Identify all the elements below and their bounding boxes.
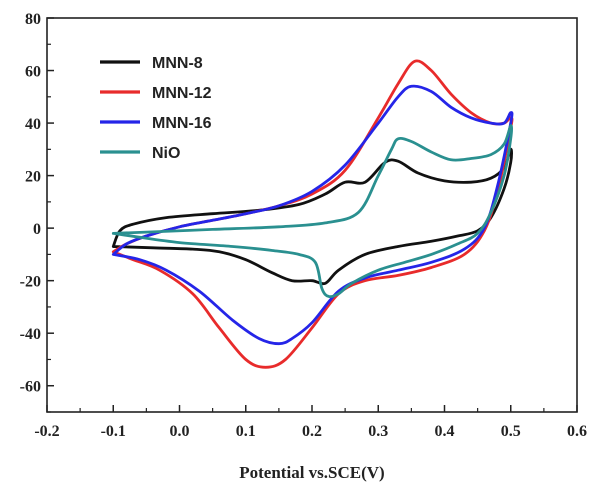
y-tick-label: -40 [20,326,41,343]
y-tick-label: 0 [33,221,41,238]
plot-frame [46,17,578,413]
x-axis-ticks: -0.2 -0.1 0.0 0.1 0.2 0.3 0.4 0.5 0.6 [34,405,587,440]
y-tick-label: 80 [25,11,41,28]
y-tick-label: -20 [20,274,41,291]
x-tick-label: 0.6 [567,423,587,440]
series-line-mnn-8 [111,147,513,286]
y-tick-label: 20 [25,169,41,186]
x-tick-label: 0.3 [368,423,388,440]
x-tick-label: 0.0 [170,423,190,440]
series-line-mnn-16 [111,84,514,346]
legend-label: MNN-12 [152,85,212,102]
x-tick-label: -0.1 [101,423,126,440]
series-line-nio [111,124,513,299]
y-tick-label: -60 [20,379,41,396]
y-tick-label: 40 [25,116,41,133]
x-tick-label: 0.1 [236,423,256,440]
legend: MNN-8 MNN-12 MNN-16 NiO [100,55,212,162]
x-tick-label: 0.2 [302,423,322,440]
x-tick-label: -0.2 [34,423,59,440]
legend-label: MNN-8 [152,55,203,72]
legend-label: MNN-16 [152,115,212,132]
x-axis-title: Potential vs.SCE(V) [239,463,384,482]
y-tick-label: 60 [25,64,41,81]
legend-label: NiO [152,145,180,162]
x-tick-label: 0.4 [435,423,455,440]
series-lines [111,59,514,369]
y-axis-ticks: 80 60 40 20 0 -20 -40 -60 [20,11,54,413]
x-tick-label: 0.5 [501,423,521,440]
